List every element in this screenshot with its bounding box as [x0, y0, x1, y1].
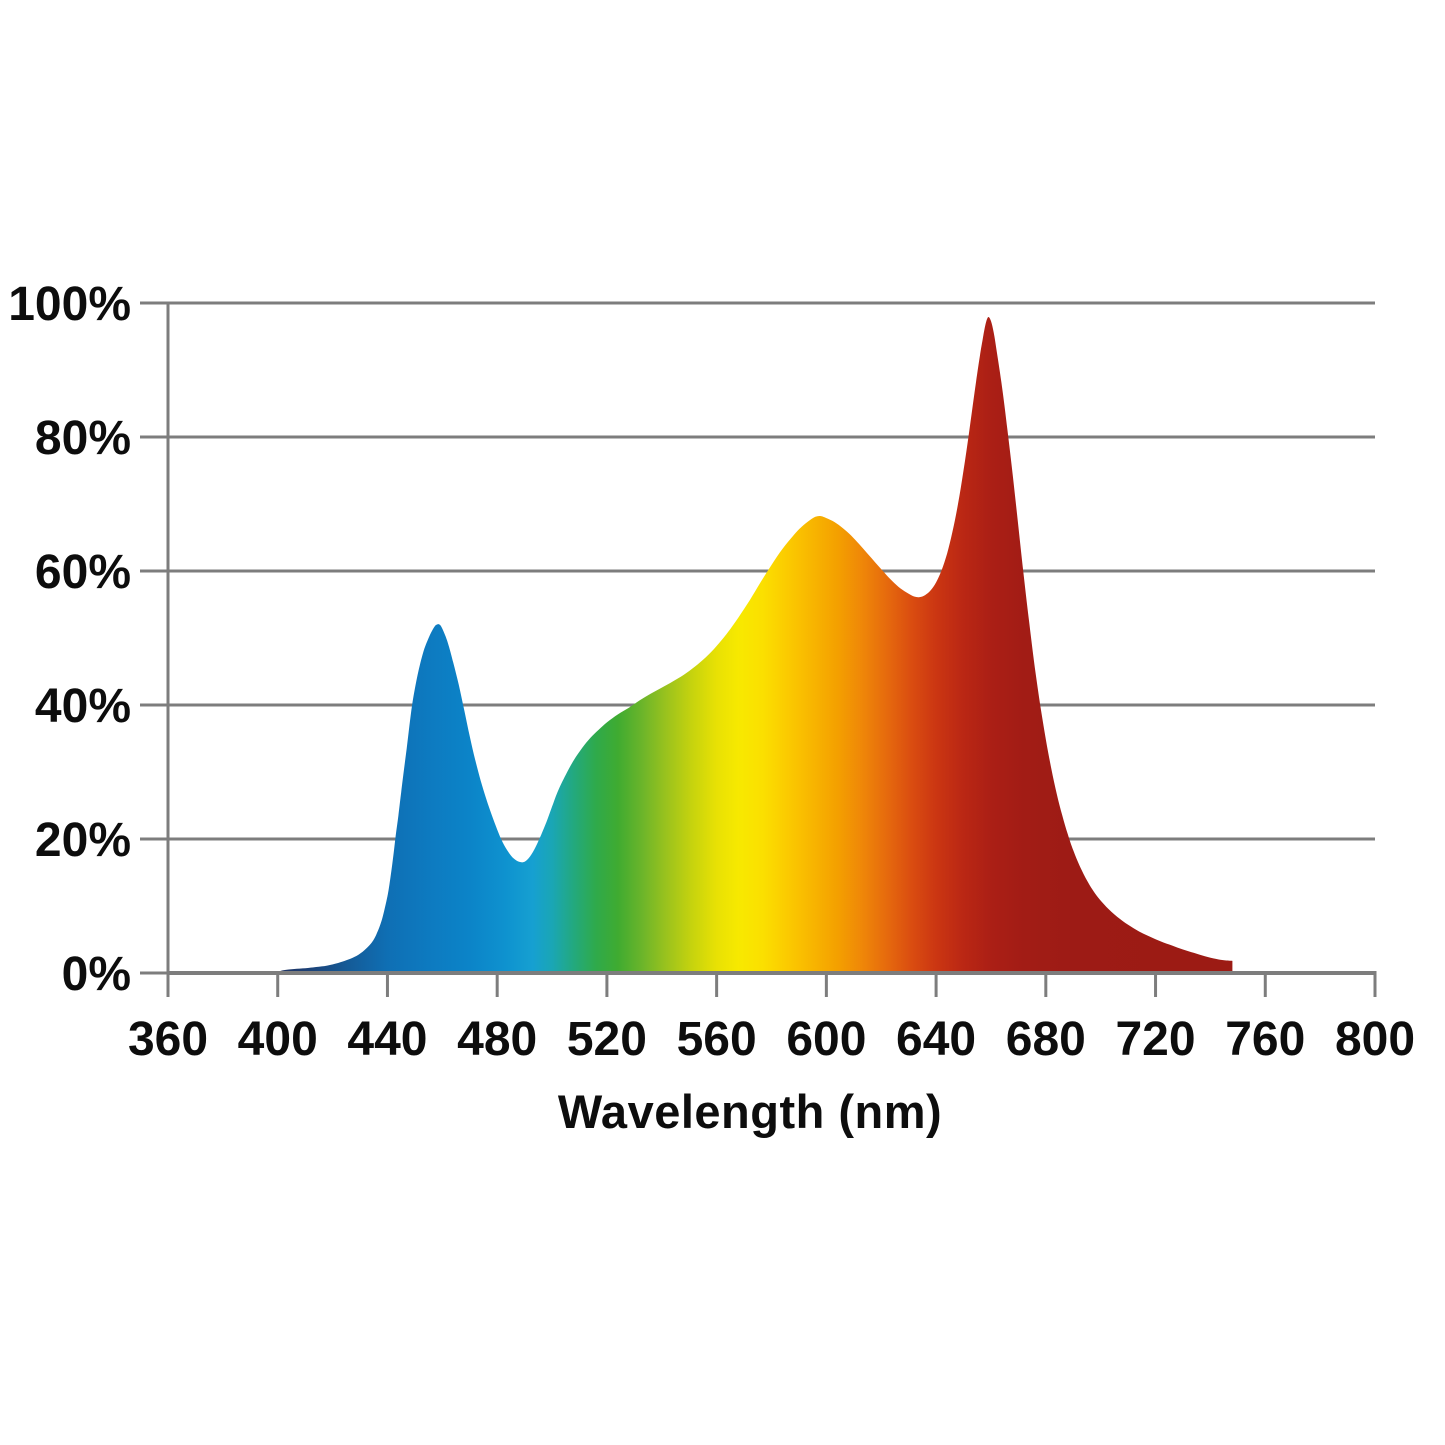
y-tick-label-40: 40%: [35, 680, 131, 733]
x-tick-label-760: 760: [1225, 1013, 1305, 1066]
x-tick-label-520: 520: [567, 1013, 647, 1066]
x-tick-label-680: 680: [1006, 1013, 1086, 1066]
axes-layer: [140, 301, 1377, 997]
x-tick-label-560: 560: [677, 1013, 757, 1066]
y-tick-label-0: 0%: [62, 948, 131, 1001]
axis-labels-layer: 0% 20% 40% 60% 80% 100% 360 400 440 480 520 560 600 6…: [8, 278, 1415, 1066]
spectrum-area: [275, 316, 1233, 973]
x-tick-label-480: 480: [457, 1013, 537, 1066]
y-tick-label-80: 80%: [35, 412, 131, 465]
spectrum-area-layer: [275, 316, 1233, 973]
x-tick-label-720: 720: [1115, 1013, 1195, 1066]
x-tick-label-800: 800: [1335, 1013, 1415, 1066]
x-tick-label-640: 640: [896, 1013, 976, 1066]
x-axis-title: Wavelength (nm): [558, 1085, 942, 1138]
y-tick-label-60: 60%: [35, 546, 131, 599]
x-tick-label-360: 360: [128, 1013, 208, 1066]
y-tick-label-20: 20%: [35, 814, 131, 867]
x-tick-label-400: 400: [238, 1013, 318, 1066]
x-tick-label-440: 440: [347, 1013, 427, 1066]
y-tick-label-100: 100%: [8, 278, 131, 331]
x-tick-label-600: 600: [786, 1013, 866, 1066]
